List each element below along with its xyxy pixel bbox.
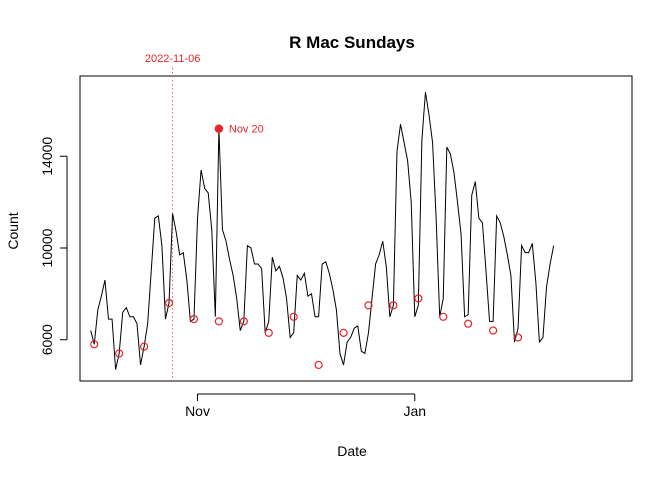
sunday-points-group bbox=[90, 294, 523, 370]
series-line-group bbox=[90, 91, 555, 370]
sunday-point-11 bbox=[364, 301, 373, 310]
sunday-point-7 bbox=[264, 328, 273, 337]
x-axis: Nov Jan bbox=[185, 393, 426, 419]
x-axis-label: Date bbox=[337, 443, 367, 459]
sunday-point-6 bbox=[239, 317, 248, 326]
plot-area bbox=[79, 75, 633, 382]
sunday-point-12 bbox=[389, 301, 398, 310]
chart-title: R Mac Sundays bbox=[289, 33, 415, 52]
sunday-point-14 bbox=[439, 312, 448, 321]
highlight-label: Nov 20 bbox=[229, 124, 264, 136]
sunday-point-10 bbox=[339, 328, 348, 337]
highlight-group: Nov 20 bbox=[214, 124, 264, 136]
sunday-point-5 bbox=[214, 317, 223, 326]
series-line-0 bbox=[90, 91, 555, 370]
reference-vline-label: 2022-11-06 bbox=[145, 53, 200, 65]
sunday-point-15 bbox=[464, 319, 473, 328]
sunday-point-17 bbox=[513, 333, 523, 342]
sunday-point-8 bbox=[289, 312, 298, 321]
sunday-point-13 bbox=[414, 294, 423, 303]
y-tick-label-1: 10000 bbox=[39, 228, 55, 267]
highlight-point bbox=[214, 124, 224, 133]
y-tick-label-2: 14000 bbox=[39, 137, 55, 176]
sunday-point-0 bbox=[90, 340, 99, 349]
sunday-point-2 bbox=[140, 342, 149, 351]
sunday-point-4 bbox=[189, 314, 199, 324]
sunday-point-16 bbox=[489, 326, 498, 335]
y-tick-label-0: 6000 bbox=[39, 324, 55, 355]
x-tick-label-1: Jan bbox=[403, 403, 426, 419]
y-axis: 6000 10000 14000 bbox=[39, 137, 68, 355]
sunday-point-3 bbox=[164, 298, 174, 308]
x-tick-label-0: Nov bbox=[185, 403, 210, 419]
y-axis-label: Count bbox=[5, 212, 21, 249]
sunday-point-9 bbox=[314, 360, 323, 370]
sunday-point-1 bbox=[115, 349, 124, 358]
